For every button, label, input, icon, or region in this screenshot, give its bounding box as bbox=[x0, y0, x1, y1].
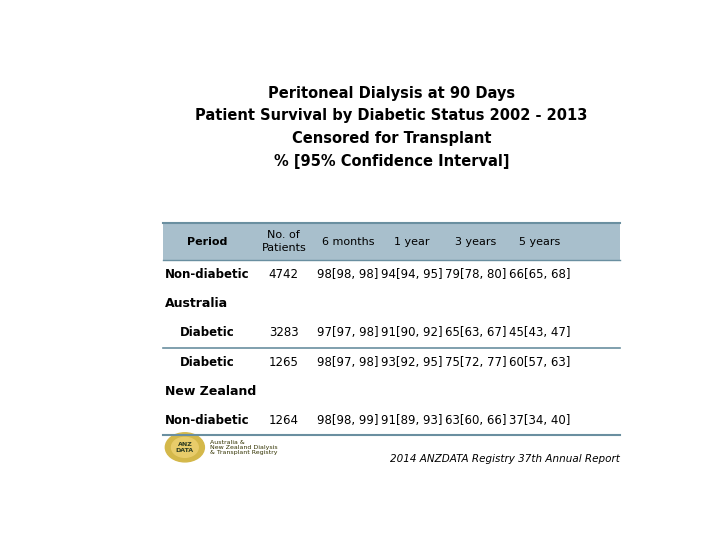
Text: 1 year: 1 year bbox=[394, 237, 430, 247]
Text: Diabetic: Diabetic bbox=[180, 356, 235, 369]
Text: Diabetic: Diabetic bbox=[180, 327, 235, 340]
Text: 91[90, 92]: 91[90, 92] bbox=[381, 327, 443, 340]
Text: 91[89, 93]: 91[89, 93] bbox=[381, 414, 443, 427]
Text: 97[97, 98]: 97[97, 98] bbox=[317, 327, 379, 340]
Text: Peritoneal Dialysis at 90 Days: Peritoneal Dialysis at 90 Days bbox=[268, 85, 515, 100]
Text: 93[92, 95]: 93[92, 95] bbox=[381, 356, 443, 369]
Text: th: th bbox=[0, 539, 1, 540]
Text: New Zealand: New Zealand bbox=[166, 384, 256, 397]
Text: No. of
Patients: No. of Patients bbox=[261, 231, 306, 253]
Text: 63[60, 66]: 63[60, 66] bbox=[445, 414, 507, 427]
Text: Censored for Transplant: Censored for Transplant bbox=[292, 131, 491, 146]
Text: 37[34, 40]: 37[34, 40] bbox=[509, 414, 571, 427]
Text: Non-diabetic: Non-diabetic bbox=[165, 268, 249, 281]
Text: % [95% Confidence Interval]: % [95% Confidence Interval] bbox=[0, 539, 1, 540]
Text: New Zealand Dialysis: New Zealand Dialysis bbox=[210, 445, 278, 450]
Text: DATA: DATA bbox=[176, 448, 194, 453]
Text: 94[94, 95]: 94[94, 95] bbox=[381, 268, 443, 281]
Circle shape bbox=[166, 433, 204, 462]
Text: 6 months: 6 months bbox=[322, 237, 374, 247]
Text: 2014 ANZDATA Registry 37th Annual Report: 2014 ANZDATA Registry 37th Annual Report bbox=[390, 454, 620, 464]
Text: 98[98, 99]: 98[98, 99] bbox=[317, 414, 379, 427]
Text: ANZ: ANZ bbox=[178, 442, 192, 447]
Text: 5 years: 5 years bbox=[519, 237, 561, 247]
Text: 98[97, 98]: 98[97, 98] bbox=[317, 356, 379, 369]
Text: & Transplant Registry: & Transplant Registry bbox=[210, 450, 277, 455]
FancyBboxPatch shape bbox=[163, 223, 620, 260]
Text: 65[63, 67]: 65[63, 67] bbox=[445, 327, 507, 340]
Text: Non-diabetic: Non-diabetic bbox=[165, 414, 249, 427]
Text: 79[78, 80]: 79[78, 80] bbox=[445, 268, 507, 281]
Text: 2014 ANZDATA Registry 37: 2014 ANZDATA Registry 37 bbox=[0, 539, 1, 540]
Circle shape bbox=[171, 437, 198, 457]
Text: 3 years: 3 years bbox=[455, 237, 497, 247]
Text: 4742: 4742 bbox=[269, 268, 299, 281]
Text: Australia: Australia bbox=[166, 298, 228, 310]
Text: 98[98, 98]: 98[98, 98] bbox=[318, 268, 379, 281]
Text: Patient Survival by Diabetic Status 2002 - 2013: Patient Survival by Diabetic Status 2002… bbox=[195, 109, 588, 124]
FancyBboxPatch shape bbox=[163, 289, 620, 319]
FancyBboxPatch shape bbox=[163, 406, 620, 435]
Text: 3283: 3283 bbox=[269, 327, 299, 340]
FancyBboxPatch shape bbox=[163, 319, 620, 348]
Text: 45[43, 47]: 45[43, 47] bbox=[509, 327, 571, 340]
Text: 1265: 1265 bbox=[269, 356, 299, 369]
Text: 66[65, 68]: 66[65, 68] bbox=[509, 268, 571, 281]
FancyBboxPatch shape bbox=[163, 377, 620, 406]
FancyBboxPatch shape bbox=[163, 260, 620, 289]
Text: 1264: 1264 bbox=[269, 414, 299, 427]
Text: Period: Period bbox=[187, 237, 228, 247]
Text: Australia &: Australia & bbox=[210, 440, 245, 445]
FancyBboxPatch shape bbox=[163, 348, 620, 377]
Text: 60[57, 63]: 60[57, 63] bbox=[509, 356, 571, 369]
Text: 75[72, 77]: 75[72, 77] bbox=[445, 356, 507, 369]
Text: % [95% Confidence Interval]: % [95% Confidence Interval] bbox=[274, 154, 509, 169]
